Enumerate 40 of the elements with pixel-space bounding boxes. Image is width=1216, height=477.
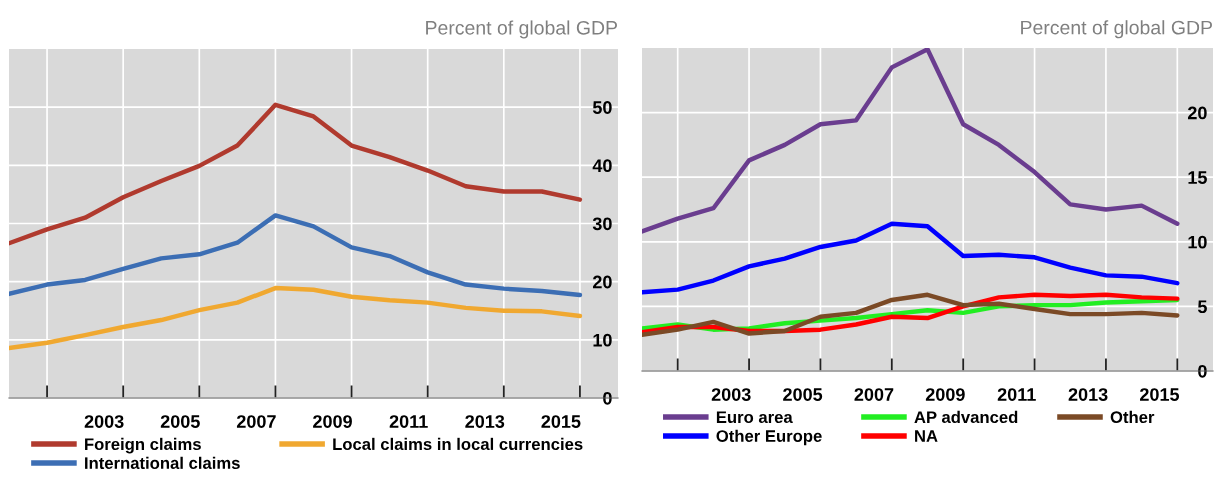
legend-label: Foreign claims — [85, 437, 201, 454]
x-tick-label: 2009 — [313, 415, 352, 428]
x-tick-label: 2015 — [541, 415, 581, 428]
x-tick-label: 2009 — [925, 388, 965, 401]
x-tick-label: 2011 — [389, 415, 428, 428]
legend-label: Local claims in local currencies — [333, 437, 583, 451]
y-tick-label: 30 — [592, 217, 612, 231]
y-tick-label: 20 — [592, 275, 612, 289]
y-axis-title: Percent of global GDP — [1021, 20, 1212, 39]
legend-label: Other Europe — [716, 429, 822, 446]
x-tick-label: 2007 — [854, 388, 894, 401]
line-series — [9, 213, 583, 298]
legend-label: Other — [1110, 410, 1155, 424]
y-tick-label: 10 — [1188, 235, 1207, 249]
legend-label: Euro area — [716, 411, 793, 424]
x-tick-label: 2007 — [236, 415, 276, 428]
y-tick-label: 15 — [1188, 171, 1207, 184]
line-series — [9, 102, 583, 246]
line-series — [642, 48, 1180, 234]
line-series — [642, 221, 1180, 295]
y-tick-label: 50 — [592, 101, 612, 114]
x-tick-label: 2011 — [997, 388, 1036, 401]
line-series — [9, 285, 583, 351]
x-tick-label: 2005 — [783, 388, 823, 401]
y-tick-label: 5 — [1197, 300, 1207, 314]
legend-label: AP advanced — [914, 410, 1018, 424]
y-axis-title: Percent of global GDP — [426, 20, 617, 39]
x-tick-label: 2013 — [1068, 388, 1108, 401]
y-tick-label: 0 — [603, 391, 612, 405]
x-tick-label: 2015 — [1140, 388, 1180, 401]
y-tick-label: 20 — [1187, 106, 1207, 120]
y-tick-label: 0 — [1198, 364, 1207, 378]
x-tick-label: 2013 — [465, 415, 505, 428]
x-tick-label: 2005 — [160, 415, 200, 428]
y-tick-label: 40 — [592, 159, 612, 173]
x-tick-label: 2003 — [711, 388, 751, 401]
legend-label: International claims — [85, 456, 240, 470]
y-tick-label: 10 — [593, 333, 612, 347]
legend-label: NA — [915, 430, 938, 442]
x-tick-label: 2003 — [84, 415, 124, 428]
